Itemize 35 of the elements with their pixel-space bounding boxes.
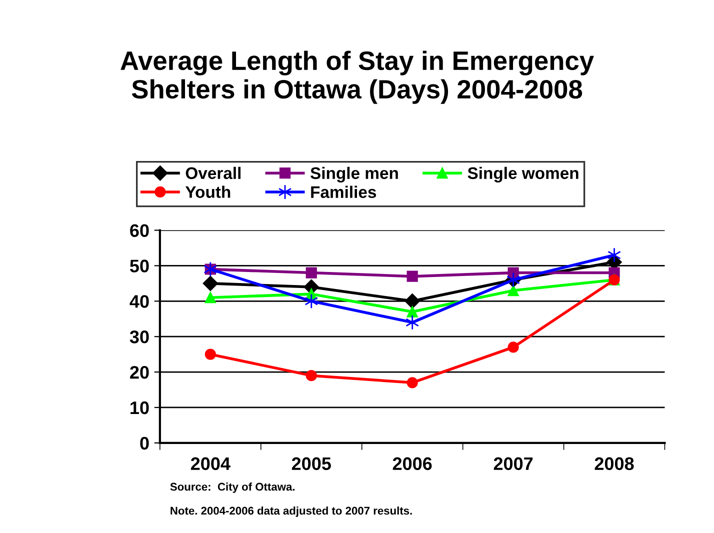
point — [204, 292, 216, 304]
point — [202, 276, 218, 291]
legend-label: Single women — [468, 166, 578, 182]
point — [204, 348, 216, 360]
y-tick-label: 30 — [130, 330, 149, 344]
x-tick-label: 2004 — [190, 457, 230, 470]
source-note: Source: City of Ottawa. — [170, 482, 294, 493]
y-tick-label: 20 — [130, 366, 149, 379]
point — [608, 247, 621, 263]
chart-title: Average Length of Stay in Emergency Shelters in Ottawa (Days) 2004-2008 — [120, 50, 594, 104]
point — [404, 294, 420, 309]
point — [406, 314, 420, 330]
point — [406, 306, 418, 318]
y-tick-label: 40 — [130, 295, 149, 308]
x-tick-label: 2008 — [594, 457, 634, 470]
point — [508, 267, 519, 278]
y-tick-label: 50 — [130, 260, 149, 272]
x-tick-label: 2007 — [494, 457, 533, 470]
point — [406, 377, 418, 388]
point — [508, 284, 519, 296]
x-tick-label: 2005 — [292, 457, 331, 470]
x-tick-label: 2006 — [392, 457, 432, 470]
point — [306, 267, 317, 278]
text: Note. 2004-2006 data adjusted to 2007 results. — [170, 506, 412, 517]
legend-label: Single men — [310, 166, 398, 182]
y-tick-label: 10 — [130, 401, 149, 414]
y-tick-label: 60 — [130, 224, 149, 237]
point — [508, 342, 519, 353]
point — [406, 270, 418, 282]
legend-label: Families — [311, 186, 376, 198]
point — [304, 294, 318, 309]
legend-label: Overall — [186, 166, 241, 180]
legend-label: Youth — [185, 186, 230, 198]
y-tick-label: 0 — [140, 436, 149, 450]
point — [306, 370, 317, 382]
